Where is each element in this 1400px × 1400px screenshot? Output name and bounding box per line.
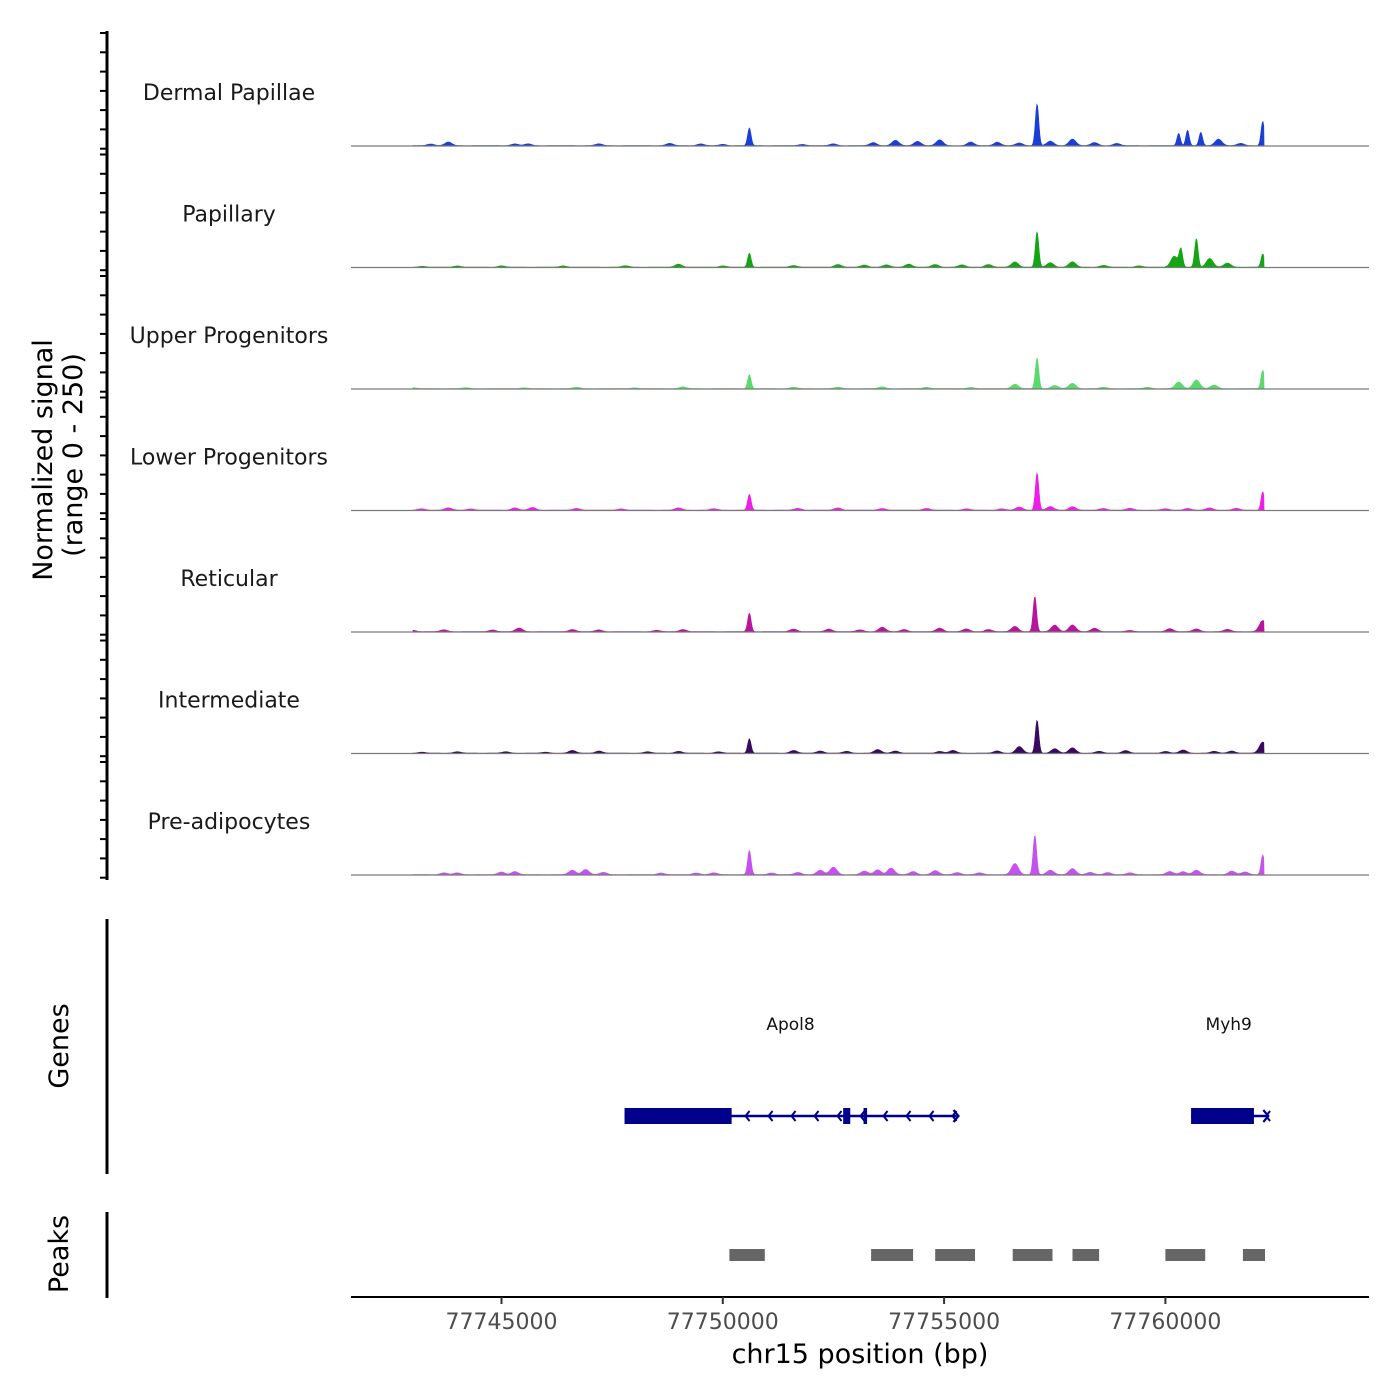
strand-arrow	[928, 1110, 935, 1122]
x-tick-label: 77750000	[667, 1310, 779, 1335]
signal-tracks: Dermal Papillae Papillary Upper Progenitor…	[130, 81, 1369, 876]
track-papillary: Papillary	[182, 203, 1369, 269]
strand-arrow	[905, 1110, 912, 1122]
signal-area-dermal-papillae	[412, 103, 1265, 147]
track-label: Papillary	[182, 203, 276, 228]
signal-area-intermediate	[412, 719, 1265, 754]
gene-exon	[1191, 1108, 1254, 1124]
strand-arrow	[882, 1110, 889, 1122]
x-axis-ticks: 77745000 77750000 77755000 77760000	[446, 1297, 1221, 1335]
strand-arrow	[744, 1110, 751, 1122]
x-tick-label: 77745000	[446, 1310, 558, 1335]
track-pre-adipocytes: Pre-adipocytes	[148, 810, 1369, 876]
genes-track-label: Genes	[44, 1003, 75, 1088]
peak-region	[1012, 1249, 1053, 1261]
signal-area-papillary	[412, 231, 1265, 268]
track-intermediate: Intermediate	[158, 689, 1369, 755]
signal-area-pre-adipocytes	[412, 835, 1265, 876]
strand-arrow	[859, 1110, 866, 1122]
y-axis-sublabel: (range 0 - 250)	[58, 353, 89, 557]
gene-exon	[843, 1108, 851, 1124]
x-tick-label: 77755000	[888, 1310, 1000, 1335]
track-dermal-papillae: Dermal Papillae	[143, 81, 1369, 147]
peak-region	[1072, 1249, 1100, 1261]
gene-name-label: Apol8	[766, 1015, 814, 1035]
peaks-track	[729, 1249, 1265, 1261]
track-upper-progenitors: Upper Progenitors	[130, 324, 1369, 390]
peaks-track-label: Peaks	[44, 1215, 75, 1293]
track-label: Reticular	[180, 567, 278, 592]
signal-y-axis	[100, 31, 109, 880]
signal-area-upper-progenitors	[412, 357, 1265, 390]
peak-region	[729, 1249, 765, 1261]
gene-exon	[624, 1108, 732, 1124]
peak-region	[871, 1249, 914, 1261]
gene-apol8: Apol8	[624, 1015, 960, 1124]
signal-area-lower-progenitors	[412, 472, 1265, 511]
genes-track: Apol8 Myh9	[624, 1015, 1271, 1124]
strand-arrow	[952, 1109, 960, 1123]
strand-arrow	[790, 1110, 797, 1122]
y-axis-label: Normalized signal	[28, 339, 59, 581]
peak-region	[935, 1249, 975, 1261]
peak-region	[1242, 1249, 1265, 1261]
peak-region	[1165, 1249, 1206, 1261]
track-label: Upper Progenitors	[130, 324, 329, 349]
strand-arrow	[836, 1110, 843, 1122]
track-lower-progenitors: Lower Progenitors	[130, 446, 1369, 512]
strand-arrow	[767, 1110, 774, 1122]
track-reticular: Reticular	[180, 567, 1369, 633]
track-label: Dermal Papillae	[143, 81, 315, 106]
x-tick-label: 77760000	[1109, 1310, 1221, 1335]
track-label: Pre-adipocytes	[148, 810, 311, 835]
x-axis-label: chr15 position (bp)	[732, 1339, 989, 1370]
gene-name-label: Myh9	[1206, 1015, 1252, 1035]
track-label: Lower Progenitors	[130, 446, 328, 471]
strand-arrow	[1262, 1109, 1270, 1123]
strand-arrow	[1264, 1110, 1271, 1122]
gene-exon	[863, 1108, 868, 1124]
track-label: Intermediate	[158, 689, 300, 714]
strand-arrow	[813, 1110, 820, 1122]
gene-myh9: Myh9	[1191, 1015, 1271, 1124]
signal-area-reticular	[412, 596, 1265, 633]
